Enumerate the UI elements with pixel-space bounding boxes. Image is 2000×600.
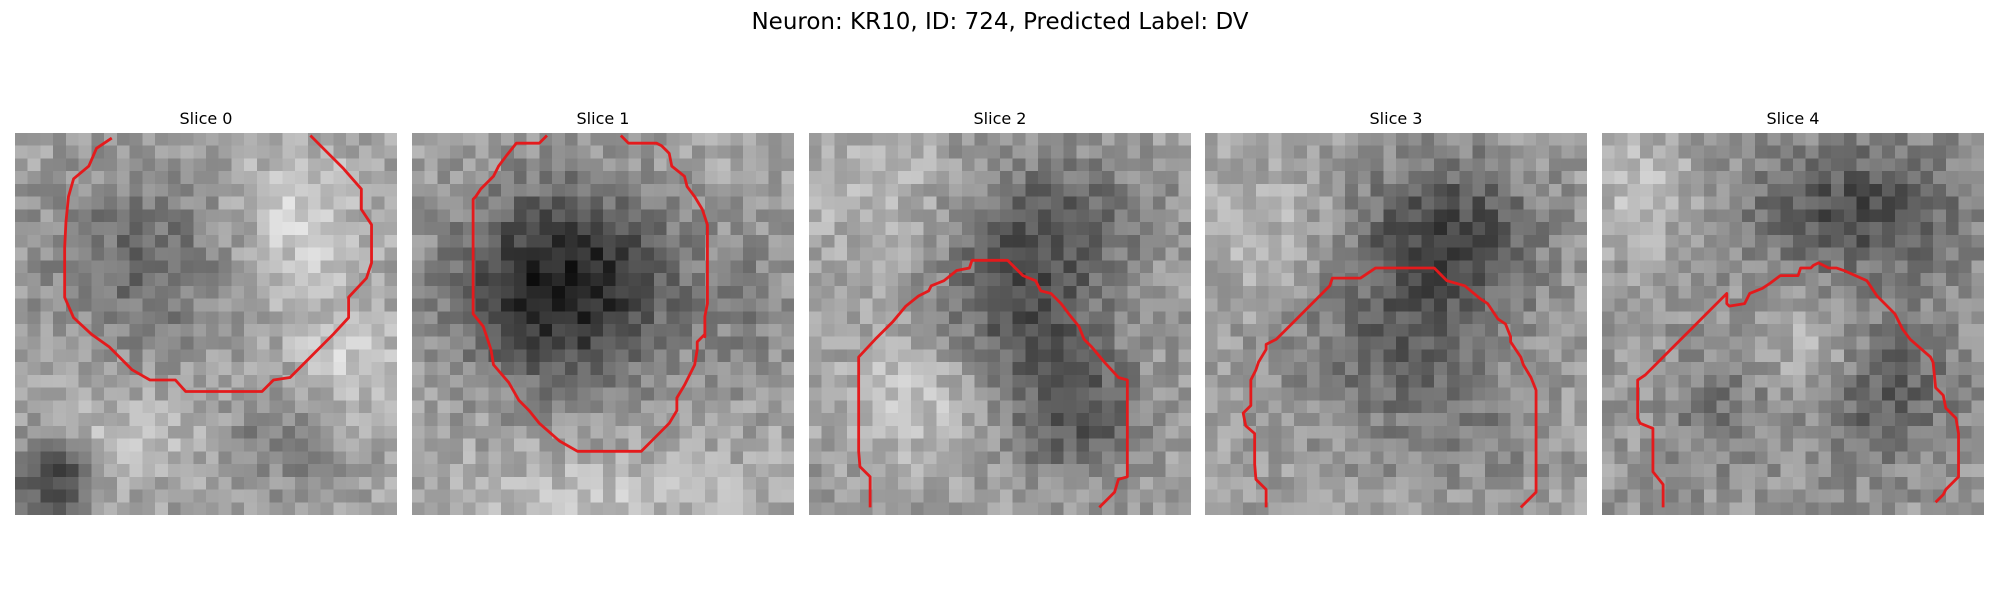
slice-image-3 xyxy=(1205,133,1587,515)
cell-contour-1 xyxy=(471,134,709,453)
slice-image-2 xyxy=(809,133,1191,515)
slice-contour-overlay-0 xyxy=(63,134,373,393)
cell-contour-2 xyxy=(857,258,1129,509)
slice-pixels-4 xyxy=(1602,133,1984,515)
slice-title-2: Slice 2 xyxy=(973,109,1027,128)
slice-title-4: Slice 4 xyxy=(1766,109,1820,128)
slice-contour-overlay-4 xyxy=(1636,261,1960,508)
slice-title-1: Slice 1 xyxy=(576,109,630,128)
slice-image-4 xyxy=(1602,133,1984,515)
figure-title: Neuron: KR10, ID: 724, Predicted Label: … xyxy=(751,9,1249,35)
cell-contour-0 xyxy=(63,134,373,393)
slice-title-0: Slice 0 xyxy=(179,109,233,128)
slice-title-3: Slice 3 xyxy=(1369,109,1423,128)
slice-pixels-3 xyxy=(1205,133,1587,515)
slice-image-0 xyxy=(15,133,397,515)
cell-contour-4 xyxy=(1636,261,1960,508)
slice-contour-overlay-2 xyxy=(857,258,1129,509)
slice-contour-overlay-1 xyxy=(471,134,709,453)
slice-contour-overlay-3 xyxy=(1241,266,1538,509)
cell-contour-3 xyxy=(1241,266,1538,509)
slice-image-1 xyxy=(412,133,794,515)
